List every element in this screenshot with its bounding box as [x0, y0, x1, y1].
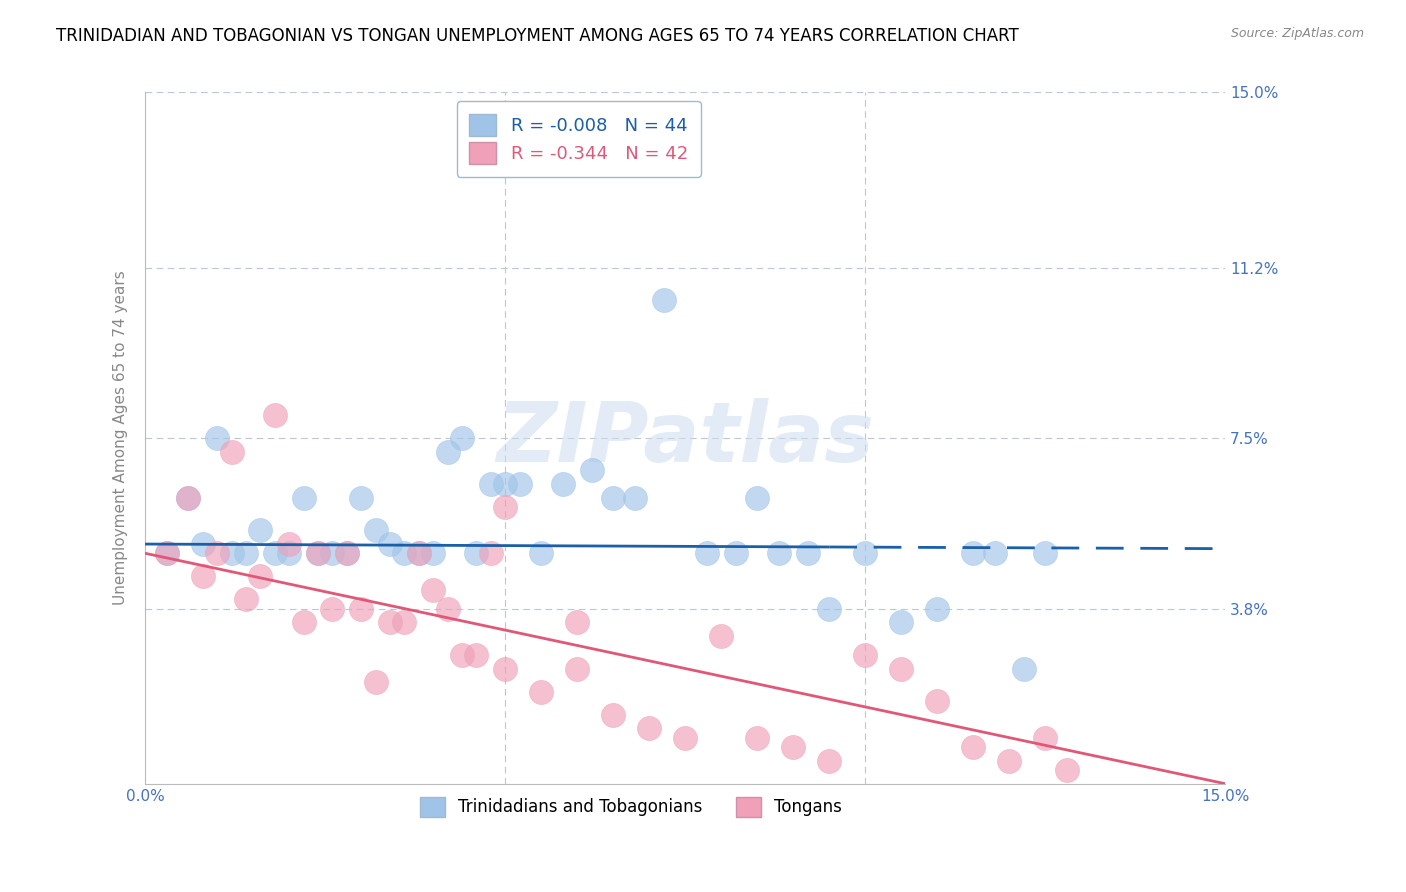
Point	[249, 569, 271, 583]
Point	[350, 601, 373, 615]
Point	[768, 546, 790, 560]
Point	[673, 731, 696, 745]
Point	[710, 629, 733, 643]
Point	[408, 546, 430, 560]
Point	[278, 546, 301, 560]
Point	[221, 445, 243, 459]
Point	[364, 675, 387, 690]
Point	[638, 722, 661, 736]
Point	[724, 546, 747, 560]
Point	[818, 601, 841, 615]
Point	[336, 546, 359, 560]
Point	[1012, 661, 1035, 675]
Text: Source: ZipAtlas.com: Source: ZipAtlas.com	[1230, 27, 1364, 40]
Point	[278, 537, 301, 551]
Point	[530, 546, 553, 560]
Point	[422, 583, 444, 598]
Point	[696, 546, 718, 560]
Point	[422, 546, 444, 560]
Point	[378, 615, 401, 630]
Point	[853, 546, 876, 560]
Point	[263, 408, 285, 422]
Point	[962, 739, 984, 754]
Point	[927, 694, 949, 708]
Point	[321, 601, 343, 615]
Point	[853, 648, 876, 662]
Point	[1056, 763, 1078, 777]
Point	[890, 615, 912, 630]
Point	[567, 615, 589, 630]
Point	[1033, 731, 1056, 745]
Point	[509, 477, 531, 491]
Point	[451, 431, 474, 445]
Point	[205, 431, 228, 445]
Point	[156, 546, 179, 560]
Point	[156, 546, 179, 560]
Point	[350, 491, 373, 505]
Point	[292, 491, 315, 505]
Point	[567, 661, 589, 675]
Point	[962, 546, 984, 560]
Point	[221, 546, 243, 560]
Point	[479, 477, 502, 491]
Point	[205, 546, 228, 560]
Point	[436, 601, 458, 615]
Point	[818, 754, 841, 768]
Point	[336, 546, 359, 560]
Point	[551, 477, 574, 491]
Point	[465, 648, 488, 662]
Point	[652, 293, 675, 307]
Point	[782, 739, 804, 754]
Point	[494, 661, 516, 675]
Point	[394, 615, 416, 630]
Point	[408, 546, 430, 560]
Point	[436, 445, 458, 459]
Point	[602, 707, 624, 722]
Legend: Trinidadians and Tobagonians, Tongans: Trinidadians and Tobagonians, Tongans	[413, 790, 849, 824]
Text: TRINIDADIAN AND TOBAGONIAN VS TONGAN UNEMPLOYMENT AMONG AGES 65 TO 74 YEARS CORR: TRINIDADIAN AND TOBAGONIAN VS TONGAN UNE…	[56, 27, 1019, 45]
Point	[263, 546, 285, 560]
Point	[235, 592, 257, 607]
Point	[747, 731, 769, 745]
Point	[394, 546, 416, 560]
Point	[177, 491, 200, 505]
Point	[602, 491, 624, 505]
Point	[378, 537, 401, 551]
Y-axis label: Unemployment Among Ages 65 to 74 years: Unemployment Among Ages 65 to 74 years	[114, 270, 128, 606]
Point	[465, 546, 488, 560]
Point	[1033, 546, 1056, 560]
Point	[307, 546, 329, 560]
Point	[191, 569, 214, 583]
Text: ZIPatlas: ZIPatlas	[496, 398, 875, 478]
Point	[307, 546, 329, 560]
Point	[581, 463, 603, 477]
Point	[623, 491, 645, 505]
Point	[249, 523, 271, 537]
Point	[530, 684, 553, 698]
Point	[984, 546, 1007, 560]
Point	[796, 546, 818, 560]
Point	[321, 546, 343, 560]
Point	[998, 754, 1021, 768]
Point	[191, 537, 214, 551]
Point	[364, 523, 387, 537]
Point	[451, 648, 474, 662]
Point	[890, 661, 912, 675]
Point	[177, 491, 200, 505]
Point	[747, 491, 769, 505]
Point	[494, 500, 516, 515]
Point	[292, 615, 315, 630]
Point	[494, 477, 516, 491]
Point	[927, 601, 949, 615]
Point	[479, 546, 502, 560]
Point	[235, 546, 257, 560]
